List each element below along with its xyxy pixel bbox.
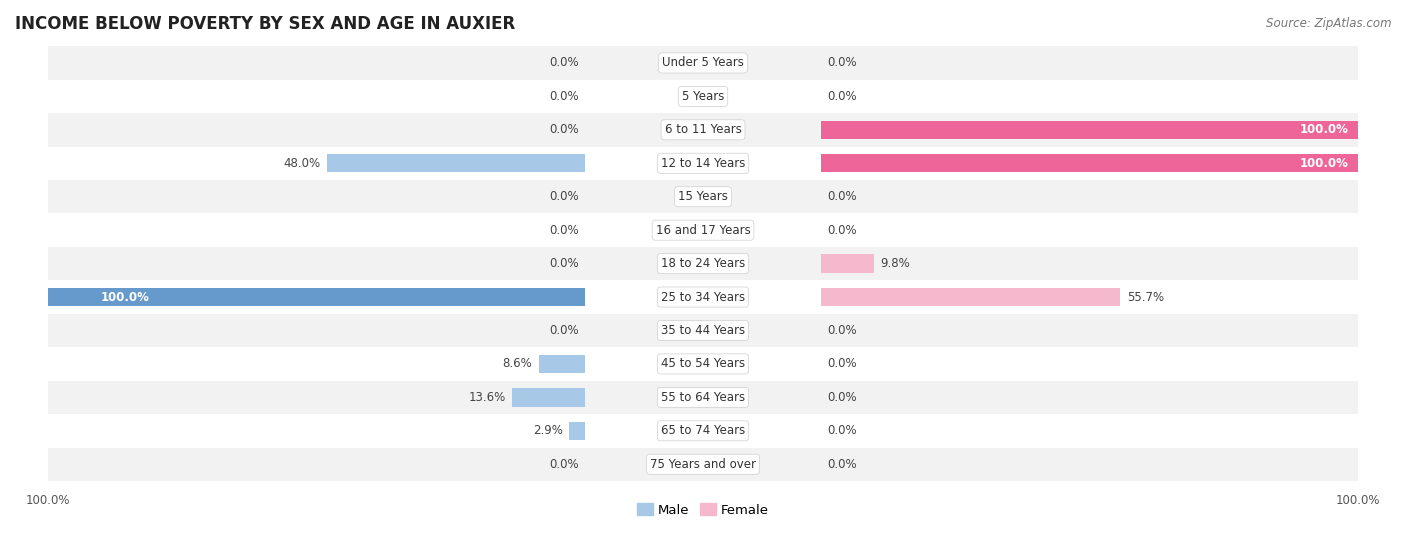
Text: 16 and 17 Years: 16 and 17 Years [655,224,751,237]
Text: 18 to 24 Years: 18 to 24 Years [661,257,745,270]
Bar [48,46,1358,80]
Text: INCOME BELOW POVERTY BY SEX AND AGE IN AUXIER: INCOME BELOW POVERTY BY SEX AND AGE IN A… [15,15,515,33]
Text: Source: ZipAtlas.com: Source: ZipAtlas.com [1267,17,1392,30]
Text: 48.0%: 48.0% [284,157,321,170]
Text: 0.0%: 0.0% [548,224,578,237]
Text: 75 Years and over: 75 Years and over [650,458,756,471]
Text: 25 to 34 Years: 25 to 34 Years [661,291,745,304]
Text: 0.0%: 0.0% [548,458,578,471]
Text: 0.0%: 0.0% [828,458,858,471]
Text: 9.8%: 9.8% [880,257,910,270]
Bar [48,247,1358,280]
Text: 0.0%: 0.0% [828,224,858,237]
Bar [328,154,585,172]
Bar [821,121,1358,139]
Text: 0.0%: 0.0% [828,358,858,371]
Text: 0.0%: 0.0% [548,56,578,69]
Text: 100.0%: 100.0% [101,291,149,304]
Bar [48,280,1358,314]
Text: 0.0%: 0.0% [548,90,578,103]
Bar [512,388,585,407]
Text: 0.0%: 0.0% [548,123,578,136]
Bar [48,147,1358,180]
Text: 0.0%: 0.0% [828,90,858,103]
Bar [821,288,1121,306]
Text: 0.0%: 0.0% [548,257,578,270]
Text: 0.0%: 0.0% [828,391,858,404]
Text: 100.0%: 100.0% [1299,123,1348,136]
Text: 6 to 11 Years: 6 to 11 Years [665,123,741,136]
Bar [48,448,1358,481]
Text: 0.0%: 0.0% [828,190,858,203]
Text: 15 Years: 15 Years [678,190,728,203]
Bar [569,422,585,440]
Text: 12 to 14 Years: 12 to 14 Years [661,157,745,170]
Bar [48,347,1358,381]
Text: 2.9%: 2.9% [533,424,562,437]
Bar [48,113,1358,147]
Text: 0.0%: 0.0% [828,56,858,69]
Text: 35 to 44 Years: 35 to 44 Years [661,324,745,337]
Text: 0.0%: 0.0% [548,190,578,203]
Bar [48,414,1358,448]
Text: 8.6%: 8.6% [502,358,533,371]
Bar [48,288,585,306]
Text: 0.0%: 0.0% [828,424,858,437]
Text: 65 to 74 Years: 65 to 74 Years [661,424,745,437]
Text: 55 to 64 Years: 55 to 64 Years [661,391,745,404]
Text: 100.0%: 100.0% [1299,157,1348,170]
Bar [48,80,1358,113]
Text: 13.6%: 13.6% [468,391,505,404]
Text: 5 Years: 5 Years [682,90,724,103]
Bar [48,214,1358,247]
Text: 0.0%: 0.0% [548,324,578,337]
Bar [48,180,1358,214]
Text: Under 5 Years: Under 5 Years [662,56,744,69]
Bar [821,154,1358,172]
Bar [48,314,1358,347]
Legend: Male, Female: Male, Female [631,498,775,522]
Text: 45 to 54 Years: 45 to 54 Years [661,358,745,371]
Bar [538,355,585,373]
Bar [48,381,1358,414]
Text: 55.7%: 55.7% [1126,291,1164,304]
Text: 0.0%: 0.0% [828,324,858,337]
Bar [821,254,873,273]
